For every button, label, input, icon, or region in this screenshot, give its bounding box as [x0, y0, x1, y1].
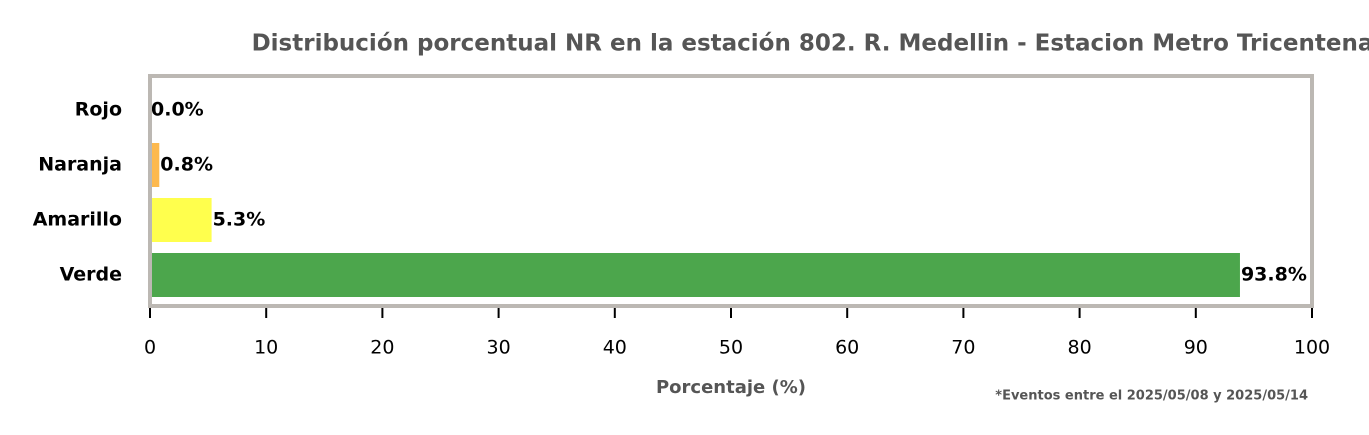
value-label: 0.0% [151, 99, 204, 121]
plot-frame [148, 74, 1314, 308]
x-tick-label: 60 [835, 337, 859, 359]
x-tick-label: 70 [951, 337, 975, 359]
value-label: 93.8% [1241, 264, 1307, 286]
y-tick-label: Amarillo [33, 209, 122, 231]
bar [150, 198, 212, 242]
value-label: 0.8% [160, 154, 213, 176]
x-tick-label: 10 [254, 337, 278, 359]
x-tick-label: 20 [370, 337, 394, 359]
bar [150, 143, 160, 187]
footnote: *Eventos entre el 2025/05/08 y 2025/05/1… [995, 389, 1308, 404]
x-tick-label: 40 [603, 337, 627, 359]
chart-title: Distribución porcentual NR en la estació… [252, 31, 1369, 57]
x-tick-label: 50 [719, 337, 743, 359]
x-tick-label: 30 [487, 337, 511, 359]
y-tick-label: Verde [60, 264, 122, 286]
y-tick-label: Naranja [38, 154, 122, 176]
x-tick-label: 0 [144, 337, 156, 359]
value-label: 5.3% [213, 209, 266, 231]
x-tick-label: 80 [1068, 337, 1092, 359]
x-tick-label: 100 [1294, 337, 1330, 359]
x-tick-label: 90 [1184, 337, 1208, 359]
bar [150, 253, 1240, 297]
y-tick-label: Rojo [75, 99, 122, 121]
x-axis-label: Porcentaje (%) [656, 377, 806, 398]
